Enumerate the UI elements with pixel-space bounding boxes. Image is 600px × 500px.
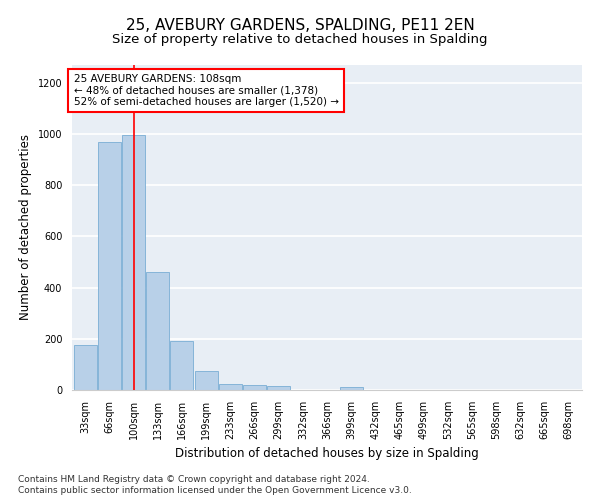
Bar — [267, 386, 290, 390]
X-axis label: Distribution of detached houses by size in Spalding: Distribution of detached houses by size … — [175, 448, 479, 460]
Text: Contains HM Land Registry data © Crown copyright and database right 2024.: Contains HM Land Registry data © Crown c… — [18, 475, 370, 484]
Bar — [122, 136, 145, 390]
Bar — [194, 371, 218, 390]
Y-axis label: Number of detached properties: Number of detached properties — [19, 134, 32, 320]
Text: Contains public sector information licensed under the Open Government Licence v3: Contains public sector information licen… — [18, 486, 412, 495]
Bar — [243, 385, 266, 390]
Text: 25 AVEBURY GARDENS: 108sqm
← 48% of detached houses are smaller (1,378)
52% of s: 25 AVEBURY GARDENS: 108sqm ← 48% of deta… — [74, 74, 338, 107]
Bar — [74, 345, 97, 390]
Bar — [219, 384, 242, 390]
Bar — [98, 142, 121, 390]
Text: 25, AVEBURY GARDENS, SPALDING, PE11 2EN: 25, AVEBURY GARDENS, SPALDING, PE11 2EN — [125, 18, 475, 32]
Bar — [170, 342, 193, 390]
Bar — [146, 272, 169, 390]
Text: Size of property relative to detached houses in Spalding: Size of property relative to detached ho… — [112, 32, 488, 46]
Bar — [340, 388, 362, 390]
